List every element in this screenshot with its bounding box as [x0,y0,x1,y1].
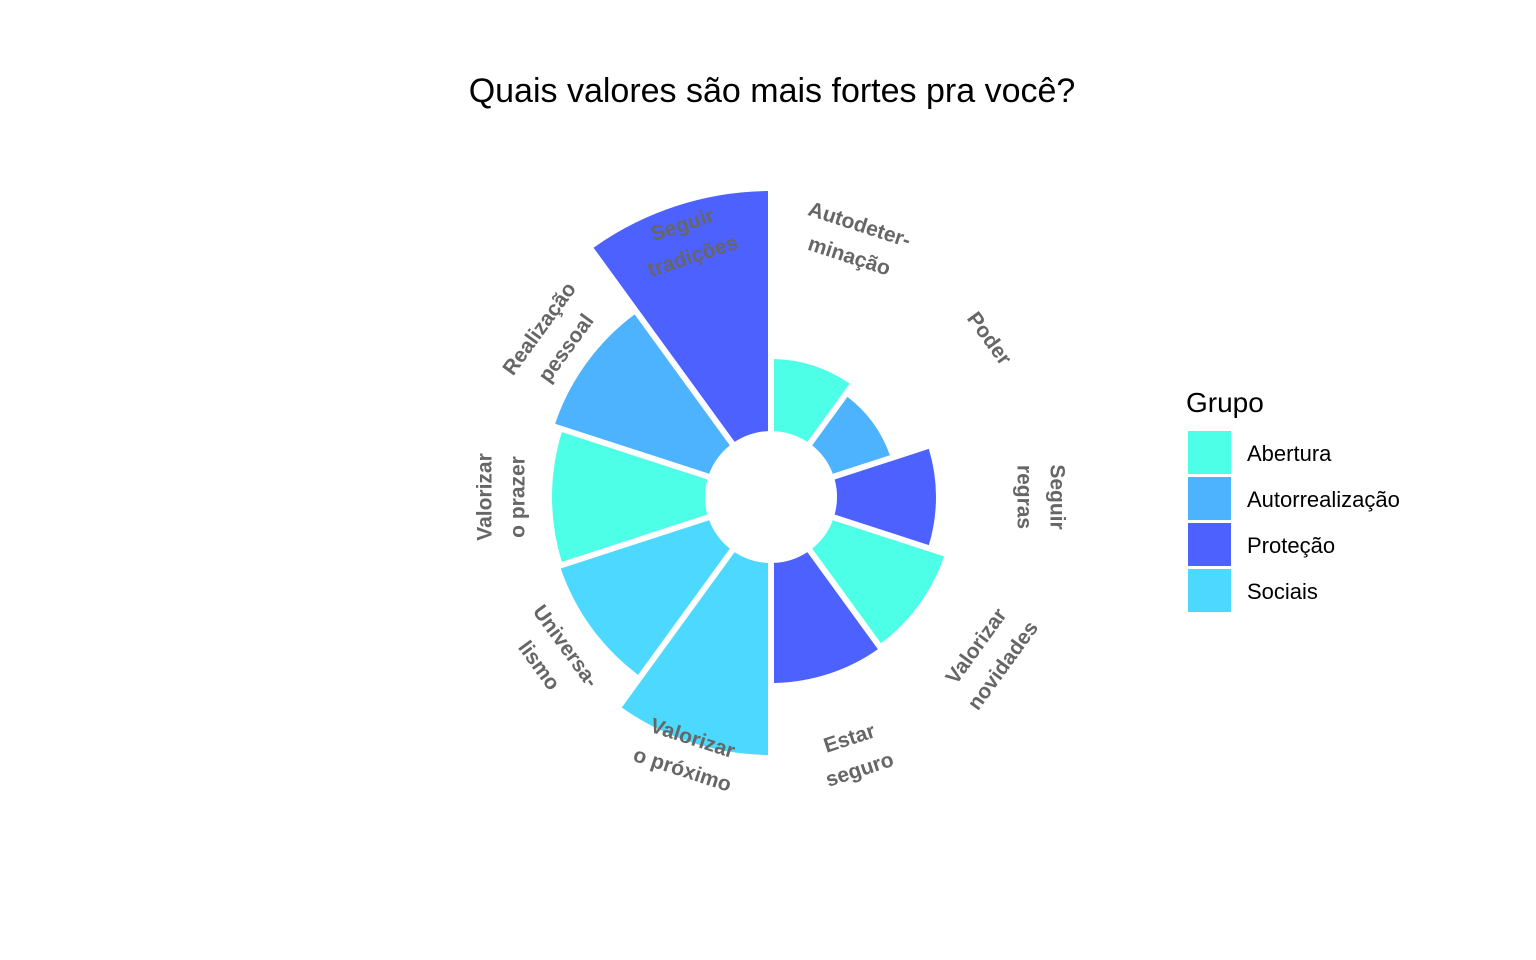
legend: Grupo Abertura Autorrealização Proteção Soc… [1186,387,1400,612]
legend-label-sociais: Sociais [1247,579,1318,604]
legend-swatch-protecao [1188,523,1231,566]
bar-autodeter-minacao [773,359,850,442]
bar-valorizar-novidades [812,520,945,644]
bar-seguir-regras [834,448,936,546]
bar-universa-lismo [560,520,730,675]
chart-title: Quais valores são mais fortes pra você? [469,72,1076,110]
category-label-poder: Poder [962,308,1016,370]
category-label-valorizar-o-prazer: Valorizar o prazer [474,453,530,541]
bar-estar-seguro [773,552,878,683]
legend-label-protecao: Proteção [1247,533,1335,558]
legend-swatch-abertura [1188,431,1231,474]
category-label-autodeter-minacao: Autodeter-minação [795,198,913,284]
legend-swatch-sociais [1188,569,1231,612]
legend-label-autorrealizacao: Autorrealização [1247,487,1400,512]
bar-realizacao-pessoal [555,314,730,474]
bar-valorizar-o-prazer [552,432,708,562]
bar-poder [812,396,890,474]
bars-group [552,191,945,755]
bar-valorizar-o-proximo [621,552,769,755]
legend-title: Grupo [1186,387,1264,418]
legend-items: Abertura Autorrealização Proteção Sociais [1188,431,1400,612]
legend-swatch-autorrealizacao [1188,477,1231,520]
category-label-valorizar-novidades: Valorizarnovidades [937,598,1043,715]
legend-label-abertura: Abertura [1247,441,1332,466]
bar-seguir-tradicoes [593,191,769,442]
category-label-seguir-regras: Seguirregras [1013,464,1069,529]
category-label-estar-seguro: Estarseguro [813,717,897,792]
